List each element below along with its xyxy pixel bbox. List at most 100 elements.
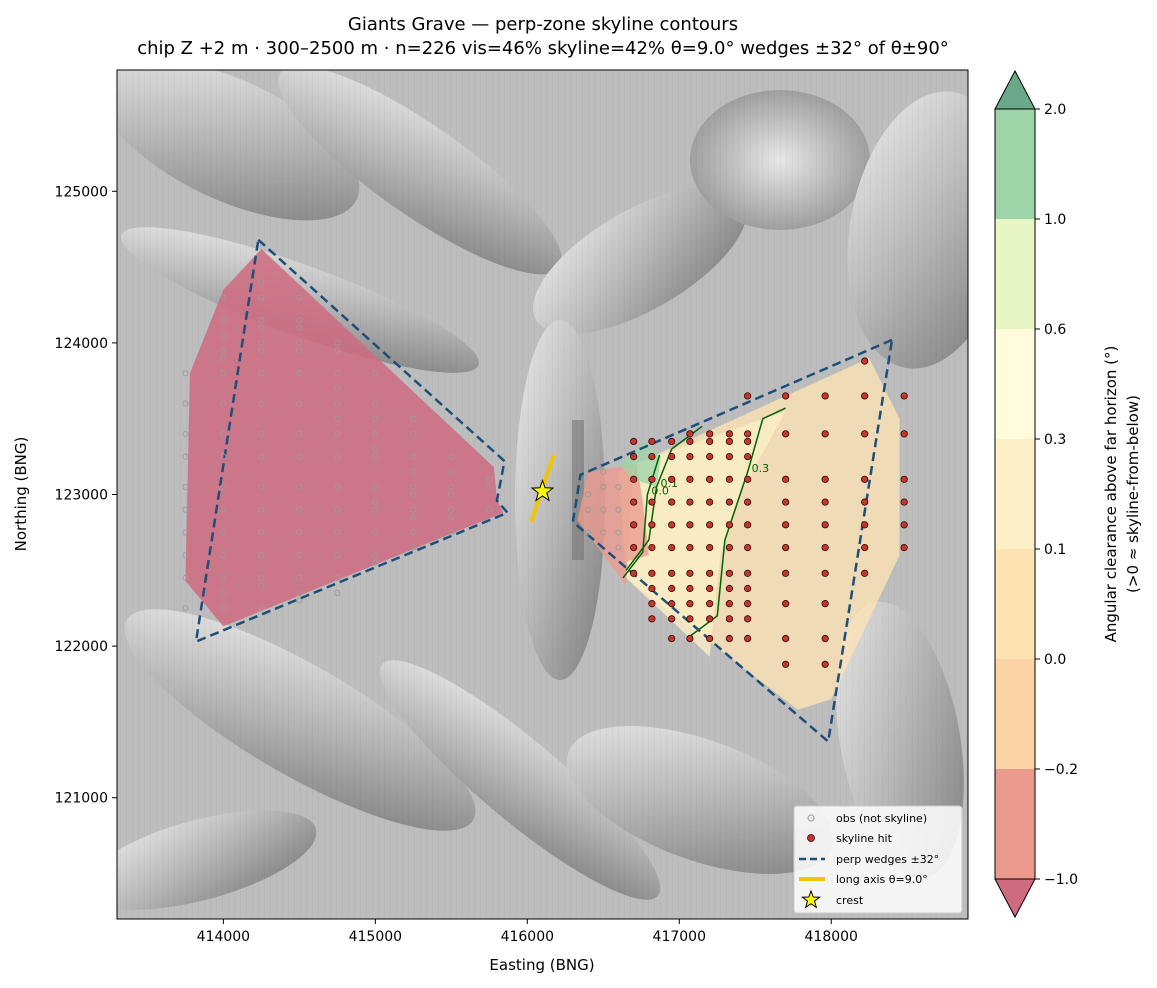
skyline-hit-point <box>744 452 752 461</box>
skyline-hit-point <box>861 543 869 552</box>
obs-point <box>486 476 493 483</box>
skyline-hit-point <box>686 634 694 643</box>
obs-point <box>296 294 303 301</box>
obs-point <box>372 400 379 407</box>
contour-label: 0.0 <box>651 485 669 498</box>
obs-point <box>220 574 227 581</box>
obs-point <box>182 506 189 513</box>
obs-point <box>296 574 303 581</box>
obs-point <box>410 544 417 551</box>
colorbar-tick-label: −0.2 <box>1044 762 1078 778</box>
contour-line-0.1 <box>625 425 703 571</box>
obs-point <box>334 506 341 513</box>
colorbar-frame <box>994 108 1036 880</box>
obs-point <box>410 506 417 513</box>
colorbar-tick-label: 1.0 <box>1044 212 1066 228</box>
skyline-hit-point <box>630 452 638 461</box>
skyline-hit-point <box>648 584 656 593</box>
obs-point <box>334 453 341 460</box>
obs-point <box>182 552 189 559</box>
wedge-west <box>194 237 510 644</box>
obs-point <box>258 574 265 581</box>
obs-points <box>182 279 622 612</box>
skyline-hit-point <box>648 452 656 461</box>
skyline-hit-point <box>706 600 714 608</box>
skyline-hit-point <box>900 498 908 506</box>
obs-point <box>372 552 379 559</box>
x-tick-label: 417000 <box>653 929 706 945</box>
skyline-hit-point <box>686 475 694 483</box>
skyline-hit-point <box>900 430 908 438</box>
obs-point <box>258 400 265 407</box>
y-axis-label: Northing (BNG) <box>12 437 30 552</box>
colorbar-over-arrow <box>994 69 1036 110</box>
obs-point <box>448 491 455 498</box>
skyline-hit-point <box>725 475 734 483</box>
obs-point <box>372 453 379 460</box>
skyline-hit-point <box>725 634 734 643</box>
colorbar-segment <box>995 659 1035 769</box>
x-tick-label: 416000 <box>501 929 554 945</box>
obs-point <box>220 506 227 513</box>
obs-point <box>585 506 592 513</box>
colorbar: −1.0 −0.2 0.0 0.1 0.3 0.6 1.0 2.0 <box>994 69 1078 919</box>
skyline-hit-point <box>725 543 734 552</box>
filled-region-east-clearance-mid <box>626 411 786 657</box>
skyline-hit-point <box>821 475 829 483</box>
y-tick-label: 121000 <box>55 791 108 807</box>
obs-point <box>372 445 379 453</box>
legend-marker-skyline <box>807 834 815 842</box>
obs-point <box>334 400 341 407</box>
skyline-hit-point <box>706 615 714 623</box>
filled-region-east-negative <box>577 464 649 586</box>
colorbar-tick-label: 0.0 <box>1044 652 1066 668</box>
legend-marker-crest <box>800 889 822 909</box>
x-axis-label: Easting (BNG) <box>489 956 594 974</box>
skyline-hit-point <box>821 498 829 506</box>
skyline-hit-point <box>744 584 752 593</box>
obs-point <box>258 370 265 377</box>
skyline-hit-point <box>686 569 694 577</box>
obs-point <box>334 430 341 437</box>
skyline-hit-point <box>668 569 676 577</box>
skyline-hit-point <box>744 392 752 400</box>
skyline-hit-point <box>648 615 656 623</box>
obs-point <box>334 483 341 490</box>
obs-point <box>334 370 341 377</box>
obs-point <box>600 468 607 475</box>
colorbar-segment <box>995 219 1035 329</box>
obs-point <box>220 430 227 437</box>
skyline-hit-point <box>706 498 714 506</box>
obs-point <box>296 589 303 597</box>
colorbar-tick-label: 0.6 <box>1044 322 1066 338</box>
skyline-hit-point <box>744 521 752 529</box>
obs-point <box>448 529 455 536</box>
obs-point <box>334 385 341 392</box>
obs-point <box>334 552 341 559</box>
skyline-hit-point <box>900 521 908 529</box>
obs-point <box>296 453 303 460</box>
skyline-hit-point <box>782 475 790 483</box>
legend-label-crest: crest <box>836 894 864 907</box>
skyline-hit-point <box>668 498 676 506</box>
skyline-hit-point <box>706 634 714 643</box>
skyline-hit-point <box>744 600 752 608</box>
obs-point <box>182 605 189 612</box>
skyline-hit-point <box>744 498 752 506</box>
obs-point <box>220 605 227 612</box>
skyline-hit-point <box>782 543 790 552</box>
skyline-hit-point <box>782 392 790 400</box>
obs-point <box>615 544 622 551</box>
obs-point <box>585 529 592 536</box>
obs-point <box>585 491 592 498</box>
x-tick-label: 418000 <box>805 929 858 945</box>
obs-point <box>615 483 622 490</box>
skyline-hit-point <box>648 437 656 446</box>
skyline-hit-point <box>725 584 734 593</box>
skyline-hit-point <box>648 569 656 577</box>
colorbar-under-arrow <box>994 878 1036 919</box>
obs-point <box>220 400 227 407</box>
skyline-hit-point <box>630 569 638 577</box>
obs-point <box>220 332 227 339</box>
